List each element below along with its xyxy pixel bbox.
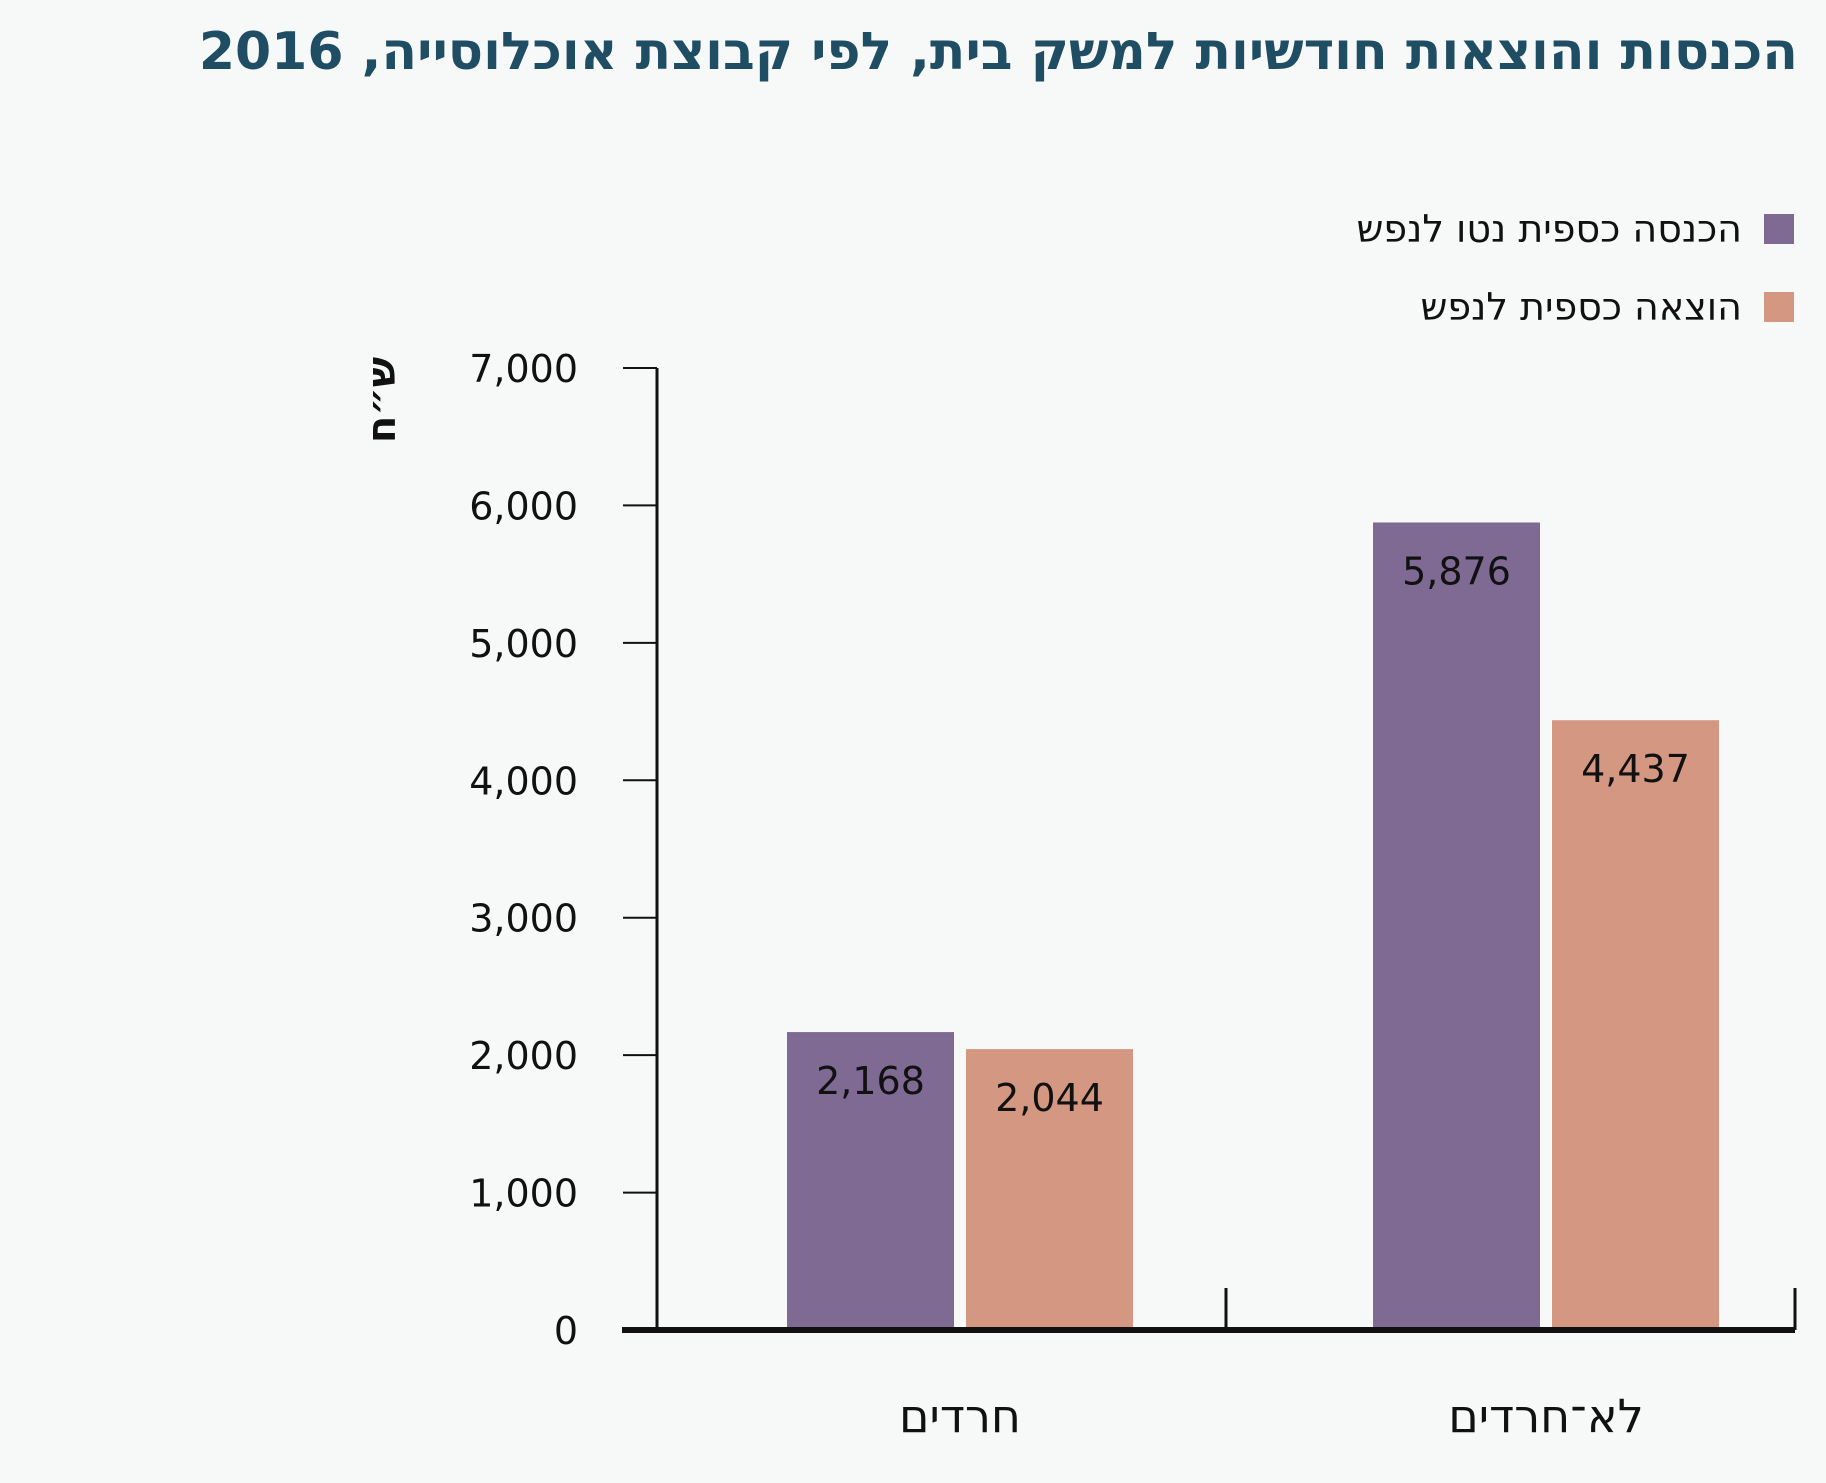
legend-item-expense: הוצאה כספית לנפש (1357, 268, 1794, 346)
legend: הכנסה כספית נטו לנפש הוצאה כספית לנפש (1356, 190, 1794, 346)
y-tick-label: 0 (554, 1309, 578, 1353)
x-category-label: לא־חרדים (1448, 1389, 1643, 1443)
y-tick-label: 2,000 (469, 1034, 578, 1078)
legend-swatch-expense (1764, 292, 1794, 322)
y-tick-label: 1,000 (469, 1172, 578, 1216)
y-tick-label: 4,000 (469, 759, 578, 803)
bar-value-label: 2,168 (816, 1059, 925, 1103)
bar-expense-haredim (966, 1049, 1133, 1330)
y-axis-label: ש״ח (359, 357, 405, 443)
y-tick-label: 7,000 (469, 347, 578, 391)
legend-label-expense: הוצאה כספית לנפש (1420, 285, 1742, 329)
bar-value-label: 2,044 (995, 1076, 1104, 1120)
y-tick-label: 6,000 (469, 484, 578, 528)
legend-swatch-income (1764, 214, 1794, 244)
bar-income-non-haredim (1373, 522, 1540, 1330)
legend-item-income: הכנסה כספית נטו לנפש (1356, 190, 1794, 268)
bar-income-haredim (787, 1032, 954, 1330)
bar-expense-non-haredim (1552, 720, 1719, 1330)
x-category-label: חרדים (899, 1389, 1021, 1443)
legend-label-income: הכנסה כספית נטו לנפש (1356, 207, 1743, 251)
chart-title: הכנסות והוצאות חודשיות למשק בית, לפי קבו… (198, 22, 1798, 82)
y-tick-label: 5,000 (469, 622, 578, 666)
bar-value-label: 5,876 (1402, 549, 1511, 593)
y-tick-label: 3,000 (469, 897, 578, 941)
bar-value-label: 4,437 (1581, 747, 1690, 791)
